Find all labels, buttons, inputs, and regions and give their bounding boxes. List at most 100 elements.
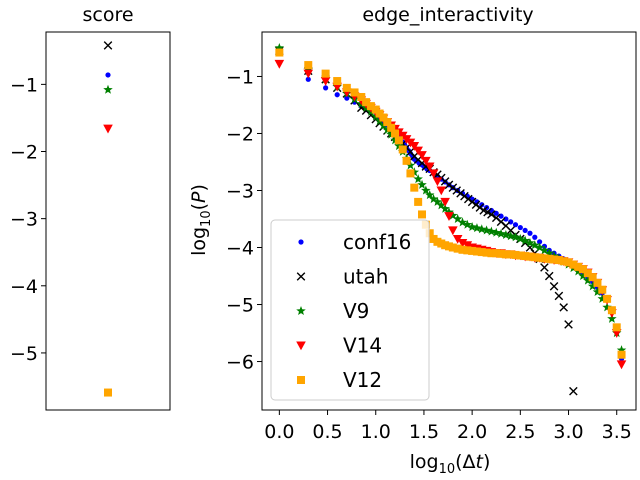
point-conf16 — [537, 239, 543, 245]
point-v14 — [462, 241, 473, 251]
point-utah — [456, 189, 465, 198]
point-utah — [564, 320, 573, 329]
point-v9 — [544, 248, 554, 258]
point-v14 — [409, 142, 420, 151]
edge-y-tick-label: −6 — [226, 352, 254, 374]
point-utah — [444, 180, 454, 190]
score-y-tick-label: −3 — [10, 209, 38, 231]
point-v14 — [616, 360, 627, 370]
score-y-tick-label: −1 — [10, 74, 38, 96]
point-v12 — [545, 254, 554, 263]
edge-series-markers — [274, 42, 627, 396]
point-utah — [460, 191, 469, 201]
point-v9 — [597, 293, 608, 303]
point-v12 — [564, 258, 573, 267]
point-v12 — [425, 229, 434, 238]
point-conf16 — [323, 85, 329, 91]
point-v12 — [588, 273, 597, 282]
edge-x-axis-label: log10(Δt) — [410, 451, 491, 477]
legend-item-utah: utah — [296, 265, 388, 289]
point-v12 — [497, 249, 506, 258]
point-v12 — [516, 251, 525, 260]
point-v9 — [436, 200, 447, 210]
point-v14 — [320, 77, 331, 86]
legend-item-v9: V9 — [296, 299, 369, 323]
legend-item-v14: V14 — [296, 334, 382, 358]
point-v9 — [530, 240, 540, 250]
point-v12 — [511, 250, 520, 259]
point-conf16 — [517, 224, 523, 231]
point-v12 — [366, 102, 375, 111]
edge-plot-frame — [261, 31, 637, 411]
point-v9 — [428, 194, 439, 204]
score-panel-title: score — [82, 4, 133, 26]
point-v12 — [387, 123, 396, 132]
point-v9 — [440, 203, 450, 213]
point-utah — [448, 183, 458, 192]
point-utah — [559, 303, 569, 312]
point-v14 — [413, 146, 423, 156]
legend-marker-v12 — [297, 376, 305, 384]
score-point-v12 — [104, 388, 112, 397]
point-v9 — [587, 281, 598, 291]
score-y-tick-label: −4 — [10, 276, 38, 298]
point-v12 — [603, 294, 612, 303]
legend-marker-v9 — [296, 306, 306, 316]
point-v12 — [501, 250, 510, 259]
point-v9 — [444, 207, 454, 217]
point-v14 — [417, 151, 427, 160]
point-v12 — [410, 183, 419, 192]
point-v9 — [491, 227, 501, 237]
point-v14 — [421, 156, 431, 166]
point-v12 — [398, 145, 407, 154]
point-v9 — [607, 313, 617, 323]
point-v9 — [486, 226, 497, 236]
edge-x-tick-label: 0.5 — [312, 421, 342, 443]
point-v9 — [452, 214, 463, 224]
legend-label-v9: V9 — [343, 299, 369, 323]
point-v9 — [472, 223, 482, 233]
point-v9 — [515, 233, 526, 243]
point-v14 — [444, 212, 454, 221]
edge-x-tick-label: 3.5 — [602, 421, 632, 443]
point-v14 — [440, 197, 450, 207]
score-point-conf16 — [105, 72, 111, 78]
point-utah — [554, 291, 564, 301]
point-conf16 — [334, 92, 340, 98]
edge-panel-title: edge_interactivity — [362, 4, 533, 26]
point-v9 — [462, 219, 473, 229]
point-v9 — [405, 160, 416, 170]
point-v12 — [530, 253, 539, 262]
point-v12 — [406, 169, 415, 178]
legend-marker-v14 — [296, 341, 306, 351]
point-utah — [544, 271, 554, 281]
point-v9 — [432, 196, 443, 206]
score-points — [103, 41, 113, 397]
point-v12 — [383, 118, 392, 127]
point-v12 — [342, 83, 351, 92]
point-v12 — [418, 210, 427, 219]
edge-x-tick-label: 2.0 — [457, 421, 487, 443]
point-v12 — [559, 257, 568, 266]
point-v9 — [417, 179, 427, 189]
point-utah — [549, 281, 559, 291]
point-v12 — [477, 248, 486, 257]
edge-y-tick-label: −3 — [226, 180, 254, 202]
point-v12 — [394, 136, 403, 145]
point-v9 — [413, 174, 423, 184]
point-conf16 — [493, 210, 499, 216]
point-v12 — [583, 269, 592, 278]
point-v9 — [467, 221, 477, 232]
point-utah — [540, 263, 549, 272]
point-v12 — [598, 285, 607, 294]
point-v9 — [525, 237, 535, 247]
point-v12 — [492, 249, 501, 258]
score-y-tick-label: −2 — [10, 142, 38, 164]
point-v12 — [487, 249, 496, 258]
point-v12 — [617, 350, 626, 359]
score-point-v14 — [103, 124, 113, 134]
point-v12 — [448, 243, 457, 252]
score-point-v9 — [103, 84, 113, 94]
point-v14 — [428, 169, 439, 179]
